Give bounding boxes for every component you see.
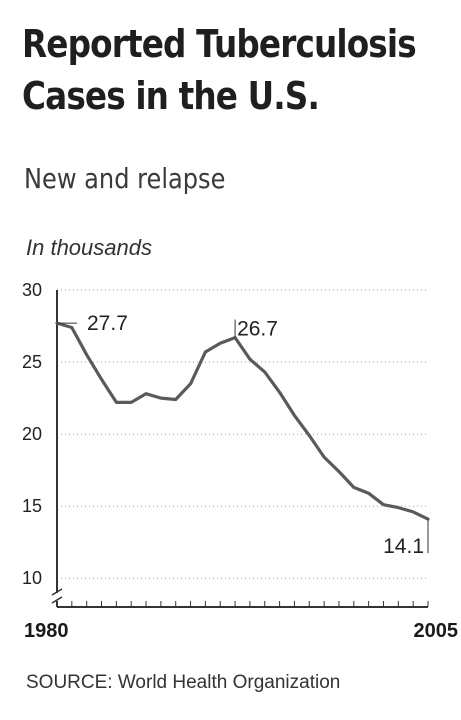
y-axis-break-mark [51,588,63,604]
line-chart: 10 15 20 25 30 1980 2005 27.7 26.7 14.1 [22,280,458,642]
data-label-26.7: 26.7 [237,318,278,341]
y-tick-25: 25 [22,352,42,372]
x-tick-labels: 1980 2005 [24,620,458,642]
unit-label: In thousands [26,235,152,260]
chart-title: Reported Tuberculosis Cases in the U.S. [22,18,417,122]
chart-subtitle: New and relapse [24,162,226,195]
y-tick-10: 10 [22,568,42,588]
y-tick-30: 30 [22,280,42,300]
series-group [55,321,430,521]
data-label-14.1: 14.1 [383,535,424,558]
title-line-2: Cases in the U.S. [22,74,320,118]
data-label-27.7: 27.7 [87,312,128,335]
x-tick-2005: 2005 [414,620,459,642]
y-tick-20: 20 [22,424,42,444]
annotations: 27.7 26.7 14.1 [57,312,429,558]
axes [51,290,429,608]
source-note: SOURCE: World Health Organization [26,672,341,693]
title-line-1: Reported Tuberculosis [22,22,417,66]
y-tick-labels: 10 15 20 25 30 [22,280,42,588]
y-tick-15: 15 [22,496,42,516]
series-line-0 [55,321,430,521]
x-tick-1980: 1980 [24,620,69,642]
